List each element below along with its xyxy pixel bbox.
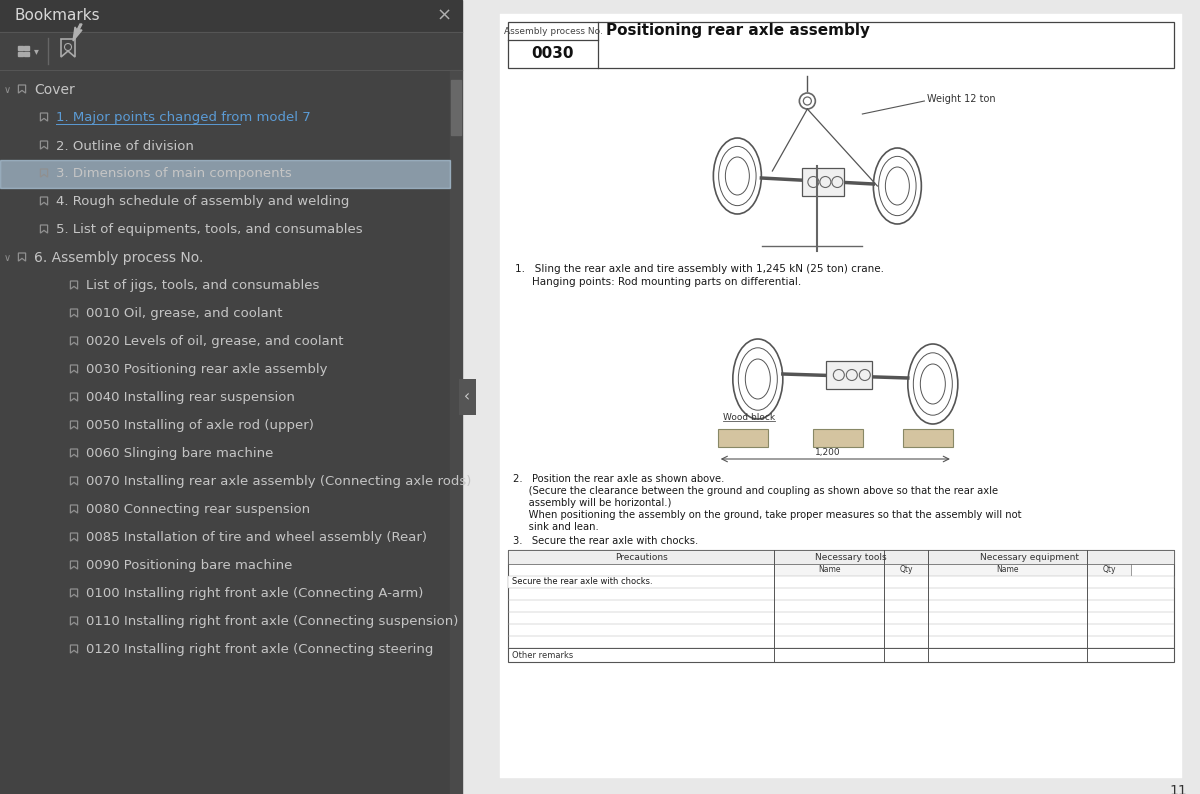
Text: ∨: ∨ bbox=[4, 253, 11, 263]
Polygon shape bbox=[73, 24, 82, 41]
Text: 1,200: 1,200 bbox=[815, 448, 841, 457]
Text: Positioning rear axle assembly: Positioning rear axle assembly bbox=[606, 24, 870, 38]
Text: Bookmarks: Bookmarks bbox=[14, 9, 100, 24]
Text: assembly will be horizontal.): assembly will be horizontal.) bbox=[514, 498, 671, 508]
Text: (Secure the clearance between the ground and coupling as shown above so that the: (Secure the clearance between the ground… bbox=[514, 486, 998, 496]
Text: 0050 Installing of axle rod (upper): 0050 Installing of axle rod (upper) bbox=[86, 419, 314, 433]
Text: 0090 Positioning bare machine: 0090 Positioning bare machine bbox=[86, 560, 293, 572]
Text: 0040 Installing rear suspension: 0040 Installing rear suspension bbox=[86, 391, 295, 404]
Bar bbox=[718, 429, 768, 447]
Text: 0100 Installing right front axle (Connecting A-arm): 0100 Installing right front axle (Connec… bbox=[86, 588, 424, 600]
Text: 11: 11 bbox=[1169, 784, 1187, 794]
Bar bbox=[508, 22, 1174, 68]
Text: sink and lean.: sink and lean. bbox=[514, 522, 599, 532]
Text: 0030: 0030 bbox=[532, 47, 575, 61]
Bar bbox=[826, 361, 872, 389]
Bar bbox=[508, 576, 1174, 588]
Bar bbox=[24, 52, 29, 56]
Text: List of jigs, tools, and consumables: List of jigs, tools, and consumables bbox=[86, 279, 319, 292]
Bar bbox=[500, 14, 1182, 778]
Bar bbox=[18, 46, 23, 50]
Text: Weight 12 ton: Weight 12 ton bbox=[928, 94, 996, 104]
Bar bbox=[803, 168, 845, 196]
Text: 4. Rough schedule of assembly and welding: 4. Rough schedule of assembly and weldin… bbox=[56, 195, 349, 209]
Text: Qty: Qty bbox=[1103, 565, 1116, 575]
Text: ▾: ▾ bbox=[34, 46, 38, 56]
Bar bbox=[0, 32, 462, 70]
Text: 6. Assembly process No.: 6. Assembly process No. bbox=[34, 251, 203, 265]
Text: 0110 Installing right front axle (Connecting suspension): 0110 Installing right front axle (Connec… bbox=[86, 615, 458, 629]
Text: Name: Name bbox=[818, 565, 840, 575]
Bar bbox=[0, 0, 462, 32]
Bar bbox=[0, 160, 450, 188]
Text: Necessary tools: Necessary tools bbox=[815, 553, 887, 561]
Bar bbox=[508, 550, 1174, 564]
Bar bbox=[458, 379, 476, 415]
Text: ∨: ∨ bbox=[4, 85, 11, 95]
Bar bbox=[774, 564, 1130, 576]
Text: ‹: ‹ bbox=[464, 390, 470, 404]
Text: Other remarks: Other remarks bbox=[512, 650, 574, 660]
Bar bbox=[508, 550, 1174, 662]
Text: Precautions: Precautions bbox=[614, 553, 667, 561]
Text: 0120 Installing right front axle (Connecting steering: 0120 Installing right front axle (Connec… bbox=[86, 643, 433, 657]
Text: 3. Dimensions of main components: 3. Dimensions of main components bbox=[56, 168, 292, 180]
Text: Wood block: Wood block bbox=[722, 413, 775, 422]
Text: 2. Outline of division: 2. Outline of division bbox=[56, 140, 194, 152]
Text: 0030 Positioning rear axle assembly: 0030 Positioning rear axle assembly bbox=[86, 364, 328, 376]
Bar bbox=[18, 52, 23, 56]
Text: Qty: Qty bbox=[899, 565, 913, 575]
Bar bbox=[451, 80, 461, 135]
Text: 0070 Installing rear axle assembly (Connecting axle rods): 0070 Installing rear axle assembly (Conn… bbox=[86, 476, 472, 488]
Text: 5. List of equipments, tools, and consumables: 5. List of equipments, tools, and consum… bbox=[56, 223, 362, 237]
Text: 0080 Connecting rear suspension: 0080 Connecting rear suspension bbox=[86, 503, 310, 517]
Text: When positioning the assembly on the ground, take proper measures so that the as: When positioning the assembly on the gro… bbox=[514, 510, 1021, 520]
Text: Cover: Cover bbox=[34, 83, 74, 97]
Bar bbox=[902, 429, 953, 447]
Text: 2.   Position the rear axle as shown above.: 2. Position the rear axle as shown above… bbox=[514, 474, 725, 484]
Text: 0020 Levels of oil, grease, and coolant: 0020 Levels of oil, grease, and coolant bbox=[86, 336, 343, 349]
Text: 1.   Sling the rear axle and tire assembly with 1,245 kN (25 ton) crane.: 1. Sling the rear axle and tire assembly… bbox=[515, 264, 884, 274]
Text: 0060 Slinging bare machine: 0060 Slinging bare machine bbox=[86, 448, 274, 461]
Text: Secure the rear axle with chocks.: Secure the rear axle with chocks. bbox=[512, 577, 653, 587]
Text: Assembly process No.: Assembly process No. bbox=[504, 26, 602, 36]
Bar bbox=[24, 46, 29, 50]
Text: Hanging points: Rod mounting parts on differential.: Hanging points: Rod mounting parts on di… bbox=[532, 277, 802, 287]
Bar bbox=[450, 70, 462, 794]
Text: ×: × bbox=[437, 7, 451, 25]
Text: Name: Name bbox=[996, 565, 1019, 575]
Text: 0085 Installation of tire and wheel assembly (Rear): 0085 Installation of tire and wheel asse… bbox=[86, 531, 427, 545]
Text: 1. Major points changed from model 7: 1. Major points changed from model 7 bbox=[56, 111, 311, 125]
Bar bbox=[0, 0, 462, 794]
Bar bbox=[462, 0, 1200, 794]
Bar bbox=[812, 429, 863, 447]
Text: 3.   Secure the rear axle with chocks.: 3. Secure the rear axle with chocks. bbox=[514, 536, 698, 546]
Text: 0010 Oil, grease, and coolant: 0010 Oil, grease, and coolant bbox=[86, 307, 282, 321]
Text: Necessary equipment: Necessary equipment bbox=[979, 553, 1079, 561]
